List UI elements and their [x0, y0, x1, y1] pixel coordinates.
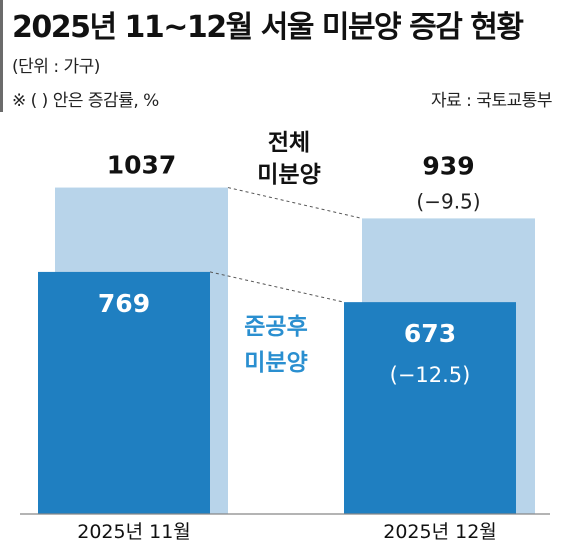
after-change-label-2: (−12.5)	[390, 363, 471, 387]
total-series-label-line-2: 미분양	[257, 162, 320, 188]
chart-title: 2025년 11~12월 서울 미분양 증감 현황	[12, 10, 524, 45]
source-label: 자료 : 국토교통부	[430, 91, 553, 111]
total-value-label-2: 939	[422, 151, 474, 180]
after-series-label-line-1: 준공후	[244, 314, 307, 340]
category-label-2: 2025년 12월	[383, 521, 497, 543]
title-accent-rule	[0, 0, 3, 112]
total-value-label-1: 1037	[107, 151, 177, 180]
change-rate-note: ※ ( ) 안은 증감률, %	[12, 91, 159, 111]
total-series-label-line-1: 전체	[268, 130, 310, 156]
total-change-label-2: (−9.5)	[416, 189, 480, 213]
after-trend-connector	[209, 271, 345, 303]
after-completion-bar-1	[38, 271, 210, 514]
total-trend-connector	[227, 187, 363, 219]
unit-label: (단위 : 가구)	[12, 57, 100, 77]
after-value-label-1: 769	[98, 289, 150, 318]
category-label-1: 2025년 11월	[77, 521, 191, 543]
after-series-label-line-2: 미분양	[244, 350, 307, 376]
after-value-label-2: 673	[404, 319, 456, 348]
after-completion-bar-2	[344, 302, 516, 514]
